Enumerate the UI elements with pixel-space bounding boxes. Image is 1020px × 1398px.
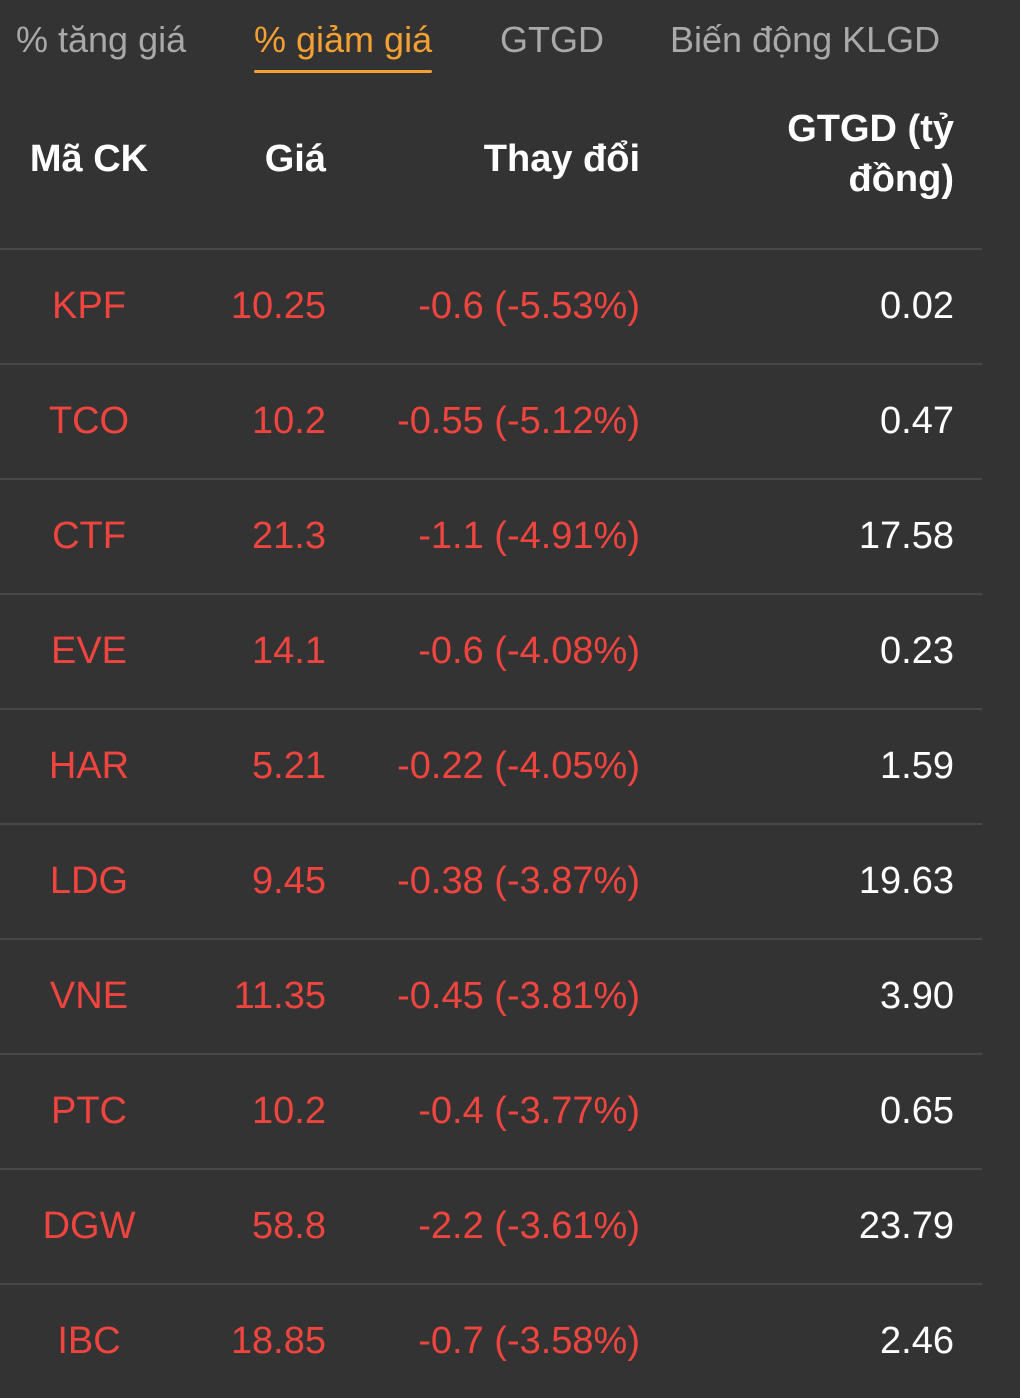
stock-trading-value: 0.02 <box>880 285 954 327</box>
stock-price: 14.1 <box>252 630 326 672</box>
stock-price: 10.25 <box>230 285 326 327</box>
table-row[interactable]: KPF 10.25 -0.6 (-5.53%) 0.02 <box>0 250 982 365</box>
stock-change: -0.4 (-3.77%) <box>418 1090 640 1132</box>
stock-code[interactable]: HAR <box>48 745 130 787</box>
stock-change: -2.2 (-3.61%) <box>418 1205 640 1247</box>
stock-trading-value: 23.79 <box>858 1205 954 1247</box>
tab-top-losers[interactable]: % giảm giá <box>254 19 433 73</box>
stock-price: 58.8 <box>252 1205 326 1247</box>
stock-change: -0.6 (-4.08%) <box>418 630 640 672</box>
table-body: KPF 10.25 -0.6 (-5.53%) 0.02 TCO 10.2 -0.55 (-… <box>0 250 982 1398</box>
header-value-line1: GTGD (tỷ <box>787 108 954 150</box>
stock-price: 9.45 <box>252 860 326 902</box>
stock-price: 10.2 <box>252 400 326 442</box>
header-change: Thay đổi <box>483 138 640 180</box>
table-row[interactable]: LDG 9.45 -0.38 (-3.87%) 19.63 <box>0 825 982 940</box>
table-row[interactable]: VNE 11.35 -0.45 (-3.81%) 3.90 <box>0 940 982 1055</box>
stock-code[interactable]: CTF <box>52 515 126 557</box>
stock-price: 18.85 <box>230 1320 326 1362</box>
table-row[interactable]: TCO 10.2 -0.55 (-5.12%) 0.47 <box>0 365 982 480</box>
stock-change: -0.7 (-3.58%) <box>418 1320 640 1362</box>
tab-top-gainers[interactable]: % tăng giá <box>16 19 187 60</box>
header-code: Mã CK <box>29 138 149 180</box>
stock-change: -0.22 (-4.05%) <box>397 745 640 787</box>
table-row[interactable]: CTF 21.3 -1.1 (-4.91%) 17.58 <box>0 480 982 595</box>
stock-trading-value: 0.23 <box>880 630 954 672</box>
stock-code[interactable]: PTC <box>51 1090 127 1132</box>
stock-trading-value: 0.47 <box>880 400 954 442</box>
stock-change: -0.45 (-3.81%) <box>397 975 640 1017</box>
tab-volume-change[interactable]: Biến động KLGD <box>670 19 941 60</box>
stock-trading-value: 17.58 <box>858 515 954 557</box>
stock-trading-value: 1.59 <box>880 745 954 787</box>
stock-trading-value: 19.63 <box>858 860 954 902</box>
table-row[interactable]: EVE 14.1 -0.6 (-4.08%) 0.23 <box>0 595 982 710</box>
stock-code[interactable]: EVE <box>50 630 128 672</box>
stock-price: 21.3 <box>252 515 326 557</box>
header-value: GTGD (tỷ đồng) <box>754 104 954 204</box>
stock-trading-value: 3.90 <box>880 975 954 1017</box>
stock-code[interactable]: IBC <box>57 1320 121 1362</box>
ranking-tabs: % tăng giá % giảm giá GTGD Biến động KLG… <box>0 0 1020 80</box>
stock-code[interactable]: DGW <box>42 1205 136 1247</box>
stock-change: -1.1 (-4.91%) <box>418 515 640 557</box>
table-header: Mã CK Giá Thay đổi GTGD (tỷ đồng) <box>0 94 982 250</box>
stock-price: 5.21 <box>252 745 326 787</box>
stock-table: Mã CK Giá Thay đổi GTGD (tỷ đồng) KPF 10.… <box>0 94 982 1398</box>
header-price: Giá <box>264 138 326 180</box>
stock-change: -0.55 (-5.12%) <box>397 400 640 442</box>
stock-code[interactable]: KPF <box>52 285 126 327</box>
stock-code[interactable]: VNE <box>49 975 129 1017</box>
stock-price: 11.35 <box>233 975 326 1017</box>
stock-trading-value: 2.46 <box>880 1320 954 1362</box>
table-row[interactable]: HAR 5.21 -0.22 (-4.05%) 1.59 <box>0 710 982 825</box>
stock-code[interactable]: LDG <box>49 860 129 902</box>
tab-trading-value[interactable]: GTGD <box>500 19 604 60</box>
stock-change: -0.38 (-3.87%) <box>397 860 640 902</box>
stock-change: -0.6 (-5.53%) <box>418 285 640 327</box>
stock-code[interactable]: TCO <box>48 400 130 442</box>
stock-trading-value: 0.65 <box>880 1090 954 1132</box>
table-row[interactable]: IBC 18.85 -0.7 (-3.58%) 2.46 <box>0 1285 982 1398</box>
stock-price: 10.2 <box>252 1090 326 1132</box>
table-row[interactable]: PTC 10.2 -0.4 (-3.77%) 0.65 <box>0 1055 982 1170</box>
table-row[interactable]: DGW 58.8 -2.2 (-3.61%) 23.79 <box>0 1170 982 1285</box>
header-value-line2: đồng) <box>848 158 954 200</box>
